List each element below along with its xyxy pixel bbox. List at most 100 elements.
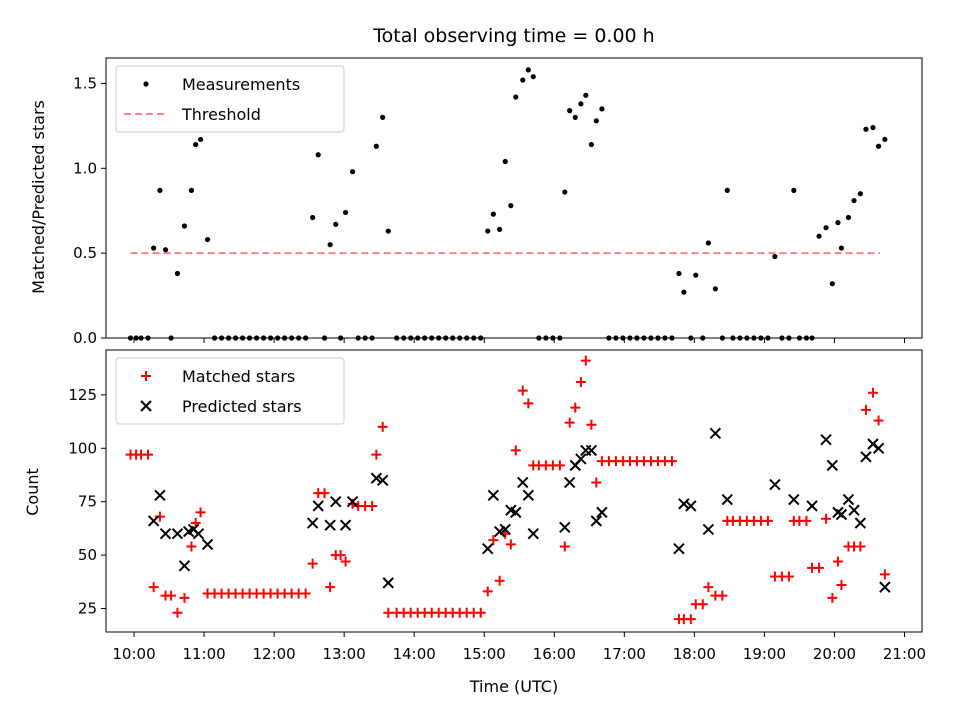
matched-stars-point bbox=[836, 580, 847, 590]
predicted-stars-point bbox=[820, 434, 832, 446]
predicted-stars-point bbox=[154, 489, 166, 501]
predicted-stars-point bbox=[596, 506, 608, 519]
measurements-point bbox=[342, 209, 349, 216]
predicted-stars-point bbox=[842, 493, 855, 506]
y-tick-label: 75 bbox=[78, 493, 97, 511]
legend-box bbox=[115, 357, 345, 425]
y-tick-label: 0.5 bbox=[73, 244, 97, 262]
measurements-point bbox=[508, 203, 514, 209]
x-tick-label: 21:00 bbox=[883, 645, 926, 663]
predicted-stars-point bbox=[147, 515, 160, 527]
measurements-point bbox=[578, 101, 584, 107]
predicted-stars-point bbox=[201, 538, 214, 551]
legend-box bbox=[115, 65, 345, 133]
measurements-point bbox=[197, 136, 204, 143]
predicted-stars-point bbox=[854, 517, 867, 529]
measurements-point bbox=[823, 225, 829, 231]
measurements-point bbox=[315, 152, 321, 158]
measurements-point bbox=[193, 141, 199, 148]
matched-stars-point bbox=[559, 541, 570, 552]
x-tick-label: 17:00 bbox=[603, 645, 646, 663]
measurements-point bbox=[373, 143, 379, 149]
predicted-stars-point bbox=[178, 560, 191, 572]
measurements-point bbox=[530, 74, 536, 80]
predicted-stars-point bbox=[171, 528, 184, 540]
predicted-stars-point bbox=[306, 517, 319, 529]
matched-stars-point bbox=[703, 582, 714, 593]
measurements-point bbox=[333, 221, 339, 227]
x-tick-label: 13:00 bbox=[323, 645, 366, 663]
top-y-axis-label: Matched/Predicted stars bbox=[29, 100, 48, 294]
legend-matched-stars-swatch bbox=[141, 371, 151, 381]
predicted-stars-point bbox=[370, 472, 383, 484]
predicted-stars-point bbox=[312, 500, 324, 512]
predicted-stars-point bbox=[872, 442, 885, 454]
matched-stars-point bbox=[166, 590, 177, 601]
matched-stars-point bbox=[367, 500, 378, 511]
measurements-point bbox=[327, 242, 333, 248]
predicted-stars-point bbox=[376, 474, 389, 487]
y-tick-label: 50 bbox=[78, 546, 97, 564]
matched-stars-point bbox=[575, 377, 586, 388]
matched-stars-point bbox=[685, 614, 696, 625]
measurements-point bbox=[593, 118, 599, 124]
legend: Measurements Threshold bbox=[115, 65, 345, 133]
plot-frame bbox=[105, 349, 923, 633]
matched-stars-point bbox=[586, 419, 597, 430]
predicted-stars-point bbox=[685, 500, 697, 512]
measurements-point bbox=[562, 189, 568, 195]
top-panel: 0.0 0.5 1.0 1.5 Measurements Threshold bbox=[73, 57, 923, 347]
measurements-point bbox=[772, 253, 778, 260]
matched-stars-point bbox=[855, 541, 866, 552]
measurements-point bbox=[151, 245, 157, 251]
x-tick-label: 19:00 bbox=[743, 645, 786, 663]
matched-stars-point bbox=[475, 607, 486, 618]
matched-stars-point bbox=[873, 415, 884, 426]
predicted-stars-point bbox=[585, 444, 598, 457]
matched-stars-point bbox=[172, 607, 183, 618]
measurements-point bbox=[583, 92, 589, 98]
predicted-stars-point bbox=[559, 521, 571, 534]
measurements-point bbox=[705, 240, 711, 246]
measurements-point bbox=[490, 211, 496, 217]
measurements-point bbox=[599, 106, 605, 112]
matched-stars-point bbox=[591, 477, 602, 488]
matched-stars-point bbox=[371, 449, 382, 460]
x-tick-label: 18:00 bbox=[673, 645, 716, 663]
legend-predicted-stars-swatch bbox=[140, 400, 152, 412]
predicted-stars-point bbox=[721, 493, 733, 506]
predicted-stars-point bbox=[517, 476, 529, 489]
chart-title: Total observing time = 0.00 h bbox=[372, 25, 654, 47]
matched-stars-point bbox=[523, 398, 534, 409]
matched-stars-point bbox=[319, 488, 330, 499]
matched-stars-point bbox=[335, 550, 346, 561]
measurements-point bbox=[712, 286, 718, 292]
measurements-point bbox=[791, 187, 797, 193]
predicted-stars-point bbox=[575, 453, 587, 465]
predicted-stars-point bbox=[835, 508, 848, 521]
measurements-point bbox=[857, 191, 863, 197]
measurements-point bbox=[693, 272, 699, 278]
matched-stars-point bbox=[821, 513, 832, 524]
predicted-stars-point bbox=[563, 476, 576, 489]
measurements-point bbox=[882, 136, 888, 143]
legend-predicted-stars-label: Predicted stars bbox=[182, 397, 302, 416]
predicted-stars-point bbox=[848, 504, 860, 516]
measurements-point bbox=[181, 223, 188, 229]
matched-stars-point bbox=[860, 404, 871, 415]
measurements-point bbox=[513, 94, 519, 100]
measurements-point bbox=[863, 126, 869, 132]
measurements-point bbox=[310, 214, 316, 221]
predicted-stars-point bbox=[487, 489, 500, 501]
matched-stars-point bbox=[505, 539, 516, 550]
matched-stars-point bbox=[867, 387, 878, 398]
measurements-point bbox=[724, 187, 730, 193]
predicted-stars-point bbox=[339, 519, 352, 531]
measurements-point bbox=[380, 114, 386, 120]
matched-stars-point bbox=[762, 515, 773, 526]
measurements-point bbox=[525, 67, 531, 73]
measurements-point bbox=[385, 228, 391, 234]
predicted-stars-point bbox=[702, 523, 715, 536]
y-tick-label: 125 bbox=[68, 386, 97, 404]
x-axis-label: Time (UTC) bbox=[469, 677, 558, 696]
